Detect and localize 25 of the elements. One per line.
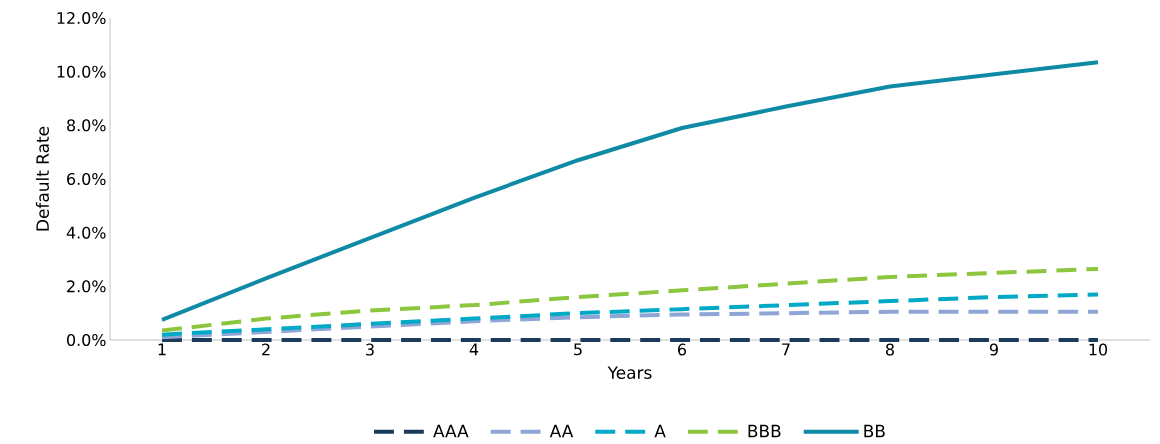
x-tick-label: 9 — [989, 343, 998, 356]
x-tick-label: 4 — [469, 343, 479, 356]
x-tick-label: 10 — [1089, 343, 1108, 356]
y-axis-title: Default Rate — [35, 126, 49, 231]
x-tick-label: 5 — [574, 343, 582, 356]
x-tick-label: 3 — [366, 343, 374, 356]
x-tick-label: 1 — [158, 343, 166, 356]
y-tick-label: 2.0% — [67, 280, 106, 293]
legend-label: AA — [549, 424, 574, 438]
x-axis-title: Years — [607, 366, 652, 379]
x-tick-label: 6 — [678, 343, 687, 356]
y-tick-label: 6.0% — [67, 172, 106, 186]
legend-label: A — [654, 424, 666, 438]
y-tick-label: 8.0% — [67, 119, 106, 132]
legend-label: BBB — [748, 424, 781, 438]
y-tick-label: 0.0% — [67, 333, 106, 347]
x-tick-label: 7 — [782, 343, 790, 356]
x-tick-label: 8 — [885, 343, 894, 356]
legend-label: AAA — [433, 424, 469, 438]
y-tick-label: 10.0% — [57, 65, 106, 78]
y-tick-label: 12.0% — [57, 11, 106, 25]
legend-label: BB — [864, 424, 885, 438]
x-tick-label: 2 — [262, 343, 270, 356]
y-tick-label: 4.0% — [66, 226, 106, 239]
line-series — [160, 266, 1100, 333]
